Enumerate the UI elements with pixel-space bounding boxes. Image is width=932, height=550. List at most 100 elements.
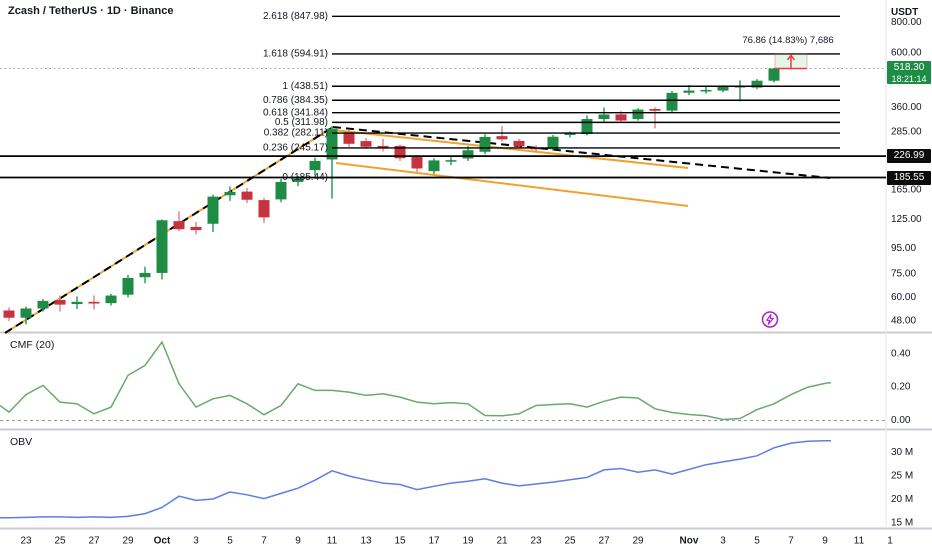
candle-body[interactable]: [190, 226, 202, 231]
candle-body[interactable]: [394, 145, 406, 159]
time-axis-label: 11: [854, 536, 865, 547]
candle-body[interactable]: [241, 191, 253, 200]
candle-body[interactable]: [275, 181, 287, 200]
cmf-axis-label: 0.00: [891, 415, 911, 426]
time-axis-label: 25: [54, 536, 66, 547]
price-line-badge-upper: 226.99: [887, 149, 931, 163]
fib-level-label: 0.382 (282.11): [264, 128, 328, 139]
candle-body[interactable]: [292, 178, 304, 182]
candle-body[interactable]: [547, 136, 559, 150]
candle-body[interactable]: [326, 128, 338, 160]
candle-body[interactable]: [173, 221, 185, 230]
price-axis-label: 95.00: [891, 243, 916, 254]
price-axis-label: 285.00: [891, 127, 922, 138]
price-range-arrowhead: [786, 54, 796, 61]
time-axis-label: 27: [88, 536, 100, 547]
time-axis-label: 15: [394, 536, 406, 547]
indicator-legend-obv[interactable]: OBV: [10, 436, 33, 448]
time-axis-label: 25: [564, 536, 576, 547]
candle-body[interactable]: [309, 160, 321, 171]
candle-body[interactable]: [377, 145, 389, 148]
candle-body[interactable]: [479, 136, 491, 152]
last-price-badge: 518.30 18:21:14: [887, 61, 931, 84]
candle-body[interactable]: [411, 157, 423, 169]
time-axis-label: 3: [193, 536, 199, 547]
candle-body[interactable]: [122, 277, 134, 295]
candle-body[interactable]: [258, 200, 270, 218]
price-axis-label: 48.00: [891, 316, 916, 327]
obv-axis-label: 15 M: [891, 518, 913, 529]
candle-body[interactable]: [139, 272, 151, 278]
candle-body[interactable]: [360, 141, 372, 147]
candle-body[interactable]: [513, 140, 525, 147]
candle-body[interactable]: [496, 136, 508, 140]
price-axis-label: 600.00: [891, 48, 922, 59]
candle-body[interactable]: [700, 89, 712, 92]
trend-line-downtrend-orange-upper[interactable]: [332, 129, 689, 169]
candle-body[interactable]: [445, 160, 457, 162]
candle-body[interactable]: [564, 133, 576, 135]
price-axis-label: 60.00: [891, 292, 916, 303]
price-line-badge-lower: 185.55: [887, 171, 931, 185]
price-axis-label: 125.00: [891, 214, 922, 225]
candle-body[interactable]: [156, 220, 168, 273]
candle-body[interactable]: [462, 150, 474, 159]
time-axis-label: 7: [261, 536, 267, 547]
fib-level-label: 1.618 (594.91): [263, 49, 328, 60]
candle-body[interactable]: [717, 86, 729, 91]
last-price-value: 518.30: [893, 62, 925, 73]
price-axis-label: 800.00: [891, 17, 922, 28]
time-axis-label: 29: [122, 536, 134, 547]
obv-axis-label: 30 M: [891, 447, 913, 458]
price-axis-label: 165.00: [891, 185, 922, 196]
fib-level-label: 0.618 (341.84): [263, 107, 328, 118]
time-axis-label: 1: [887, 536, 893, 547]
candle-body[interactable]: [3, 310, 15, 318]
candle-body[interactable]: [105, 295, 117, 304]
candle-body[interactable]: [649, 108, 661, 111]
candle-body[interactable]: [88, 301, 100, 304]
candle-body[interactable]: [428, 160, 440, 172]
chart-canvas[interactable]: [0, 0, 886, 528]
time-axis-label: 13: [360, 536, 372, 547]
time-axis-label: 19: [462, 536, 474, 547]
candle-body[interactable]: [224, 191, 236, 196]
bar-countdown-timer: 18:21:14: [891, 74, 927, 84]
candle-body[interactable]: [20, 308, 32, 318]
candle-body[interactable]: [54, 299, 66, 305]
fib-level-label: 0.5 (311.98): [275, 117, 328, 128]
time-axis-label: 9: [295, 536, 301, 547]
price-range-measurement-label: 76.86 (14.83%) 7,686: [742, 35, 834, 46]
candle-body[interactable]: [343, 132, 355, 144]
candle-body[interactable]: [37, 300, 49, 309]
lightning-button[interactable]: [761, 311, 779, 328]
candle-body[interactable]: [615, 114, 627, 121]
candle-body[interactable]: [207, 196, 219, 224]
candle-body[interactable]: [768, 68, 780, 81]
candle-body[interactable]: [666, 92, 678, 111]
price-axis-label: 75.00: [891, 268, 916, 279]
time-axis-label: 9: [822, 536, 828, 547]
candle-body[interactable]: [598, 114, 610, 120]
candle-body[interactable]: [751, 80, 763, 88]
candle-body[interactable]: [581, 119, 593, 135]
candle-body[interactable]: [683, 90, 695, 93]
time-axis-label: 17: [428, 536, 440, 547]
fib-level-label: 0.236 (245.17): [263, 143, 328, 154]
indicator-legend-cmf[interactable]: CMF (20): [10, 339, 55, 351]
lightning-bolt-icon: [766, 313, 774, 325]
time-axis-label: 21: [496, 536, 508, 547]
obv-axis-label: 20 M: [891, 494, 913, 505]
trend-line-downtrend-orange-lower[interactable]: [335, 162, 689, 207]
fib-level-label: 2.618 (847.98): [263, 11, 328, 22]
symbol-title[interactable]: Zcash / TetherUS · 1D · Binance: [8, 5, 174, 17]
time-axis-label: 29: [632, 536, 644, 547]
trend-line-downtrend-dashed[interactable]: [332, 126, 831, 179]
time-axis-label: 23: [20, 536, 32, 547]
candle-body[interactable]: [71, 301, 83, 305]
fib-level-label: 1 (438.51): [282, 81, 328, 92]
candle-body[interactable]: [632, 109, 644, 120]
time-axis-label: 11: [327, 536, 338, 547]
